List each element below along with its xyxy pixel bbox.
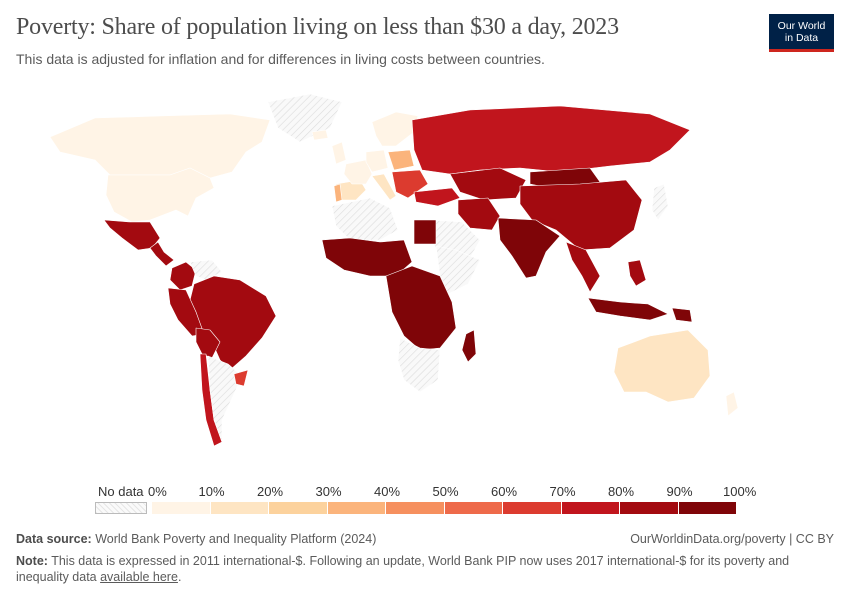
chart-subtitle: This data is adjusted for inflation and … <box>16 51 545 67</box>
world-map[interactable] <box>0 80 850 480</box>
chart-title: Poverty: Share of population living on l… <box>16 14 619 40</box>
legend-bin-10-20[interactable] <box>210 502 269 514</box>
legend-bin-40-50[interactable] <box>386 502 445 514</box>
legend-tick-label: 80% <box>608 484 635 499</box>
region-greenland[interactable] <box>267 93 343 143</box>
region-iran[interactable] <box>457 197 501 231</box>
source-text: World Bank Poverty and Inequality Platfo… <box>91 532 377 546</box>
legend-bin-80-90[interactable] <box>620 502 679 514</box>
license-link[interactable]: CC BY <box>795 532 834 546</box>
legend-tick-label: 70% <box>549 484 576 499</box>
logo-line-2: in Data <box>784 32 819 44</box>
legend-bin-0-10[interactable] <box>152 502 211 514</box>
region-germany[interactable] <box>365 149 389 173</box>
region-southeast-asia[interactable] <box>565 241 601 293</box>
region-mexico[interactable] <box>103 219 161 251</box>
footer-links: OurWorldinData.org/poverty | CC BY <box>630 532 834 546</box>
note-end: . <box>177 570 182 584</box>
region-iceland[interactable] <box>311 129 329 141</box>
legend-no-data-swatch[interactable] <box>95 502 147 514</box>
region-india[interactable] <box>497 217 561 279</box>
source-label: Data source: <box>16 532 92 546</box>
legend-no-data-label: No data <box>98 484 144 499</box>
region-turkey[interactable] <box>413 187 461 207</box>
region-argentina[interactable] <box>207 355 243 443</box>
note-text: This data is expressed in 2011 internati… <box>16 554 790 584</box>
legend-tick-label: 30% <box>315 484 342 499</box>
legend-bin-30-40[interactable] <box>327 502 386 514</box>
region-madagascar[interactable] <box>461 329 477 363</box>
region-china[interactable] <box>519 179 643 251</box>
available-here-link[interactable]: available here <box>100 570 178 584</box>
region-papua-new-guinea[interactable] <box>671 307 693 323</box>
legend-tick-label: 90% <box>666 484 693 499</box>
region-japan[interactable] <box>651 183 669 221</box>
region-egypt[interactable] <box>413 219 437 245</box>
region-russia[interactable] <box>411 105 691 175</box>
region-scandinavia[interactable] <box>371 111 419 147</box>
region-united-states[interactable] <box>105 167 215 223</box>
region-portugal[interactable] <box>333 183 343 203</box>
region-southern-africa[interactable] <box>397 337 441 393</box>
legend-tick-label: 10% <box>198 484 225 499</box>
legend-tick-label: 40% <box>374 484 401 499</box>
link-separator: | <box>785 532 796 546</box>
logo-line-1: Our World <box>777 20 826 32</box>
legend-bin-70-80[interactable] <box>561 502 620 514</box>
owid-logo[interactable]: Our World in Data <box>769 14 834 52</box>
region-indonesia[interactable] <box>587 297 669 321</box>
note-label: Note: <box>16 554 48 568</box>
legend-bin-20-30[interactable] <box>269 502 328 514</box>
chart-note: Note: This data is expressed in 2011 int… <box>16 553 836 585</box>
data-source: Data source: World Bank Poverty and Ineq… <box>16 532 836 546</box>
region-north-africa-west[interactable] <box>331 197 399 241</box>
region-philippines[interactable] <box>627 259 647 287</box>
region-kazakhstan[interactable] <box>449 167 527 201</box>
map-legend: No data 0% 10% 20% 30% 40% 50% 60% 70% 80% 90% 100… <box>0 480 850 520</box>
legend-tick-label: 0% <box>148 484 167 499</box>
region-poland[interactable] <box>387 149 415 171</box>
site-link[interactable]: OurWorldinData.org/poverty <box>630 532 786 546</box>
region-italy[interactable] <box>371 173 397 201</box>
region-australia[interactable] <box>613 329 711 403</box>
legend-tick-label: 100% <box>723 484 757 499</box>
legend-bin-90-100[interactable] <box>678 502 737 514</box>
region-balkans[interactable] <box>391 169 429 199</box>
region-colombia[interactable] <box>169 261 197 291</box>
region-west-africa[interactable] <box>321 237 413 277</box>
region-new-zealand[interactable] <box>725 391 739 417</box>
legend-bin-50-60[interactable] <box>444 502 503 514</box>
region-central-africa[interactable] <box>385 265 457 351</box>
legend-tick-label: 50% <box>432 484 459 499</box>
region-canada[interactable] <box>49 113 271 179</box>
legend-tick-label: 20% <box>257 484 284 499</box>
region-central-america[interactable] <box>149 241 175 267</box>
region-uruguay[interactable] <box>233 369 249 387</box>
region-united-kingdom[interactable] <box>331 141 347 165</box>
legend-tick-label: 60% <box>491 484 518 499</box>
legend-bin-60-70[interactable] <box>503 502 562 514</box>
